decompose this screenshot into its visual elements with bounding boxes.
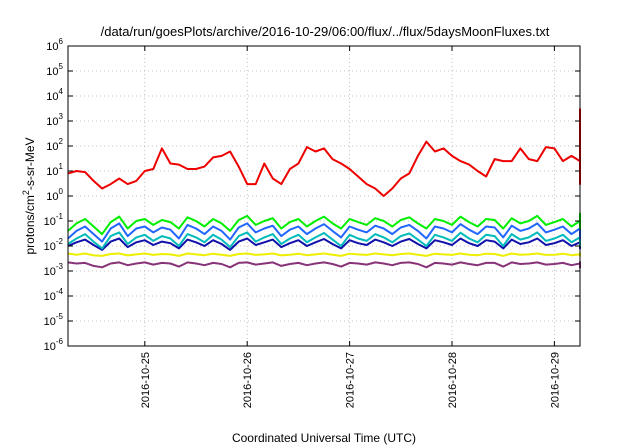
series-line — [67, 261, 581, 269]
x-axis-label: Coordinated Universal Time (UTC) — [232, 431, 416, 445]
y-tick-label: 10-3 — [44, 262, 64, 278]
y-tick-label: 102 — [46, 137, 63, 153]
x-tick-label: 2016-10-28 — [447, 352, 459, 408]
chart-title: /data/run/goesPlots/archive/2016-10-29/0… — [101, 24, 550, 39]
x-tick-label: 2016-10-26 — [242, 352, 254, 408]
grid-layer — [68, 46, 580, 346]
series-line — [67, 252, 581, 257]
x-tick-layer: 2016-10-25 2016-10-26 2016-10-27 2016-10-28… — [140, 46, 561, 408]
series-layer — [67, 108, 581, 269]
x-tick-label: 2016-10-27 — [345, 352, 357, 408]
y-tick-label: 10-1 — [44, 212, 64, 228]
y-tick-label: 106 — [46, 37, 63, 53]
y-tick-label: 101 — [46, 162, 63, 178]
y-tick-label: 105 — [46, 62, 63, 78]
x-tick-label: 2016-10-29 — [549, 352, 561, 408]
x-tick-label: 2016-10-25 — [140, 352, 152, 408]
y-axis-label: protons/cm2-s-sr-MeV — [21, 137, 37, 254]
y-tick-label: 10-6 — [44, 337, 64, 353]
y-tick-label: 10-2 — [44, 237, 64, 253]
y-tick-layer: 10-6 10-5 10-4 10-3 10-2 10-1 100 101 102 103 104 1… — [44, 37, 580, 353]
y-tick-label: 103 — [46, 112, 63, 128]
y-tick-label: 10-4 — [44, 287, 64, 303]
y-tick-label: 104 — [46, 87, 63, 103]
y-tick-label: 100 — [46, 187, 63, 203]
y-tick-label: 10-5 — [44, 312, 64, 328]
